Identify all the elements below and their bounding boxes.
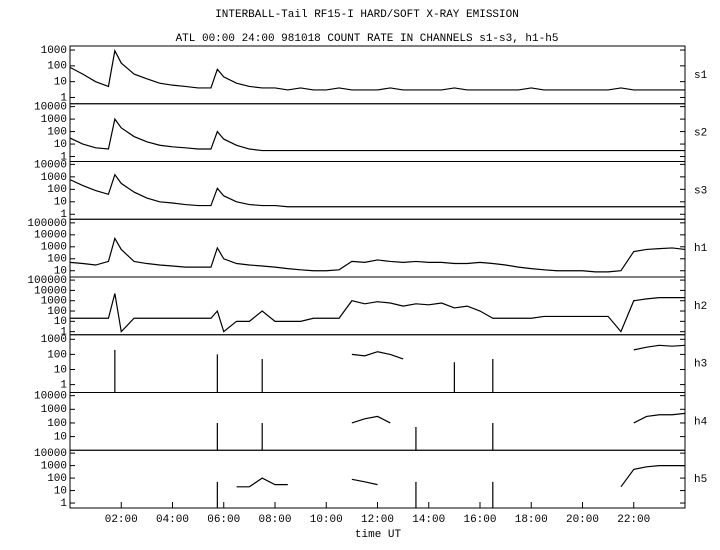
data-line (351, 351, 404, 360)
x-tick-label: 20:00 (566, 514, 599, 526)
y-tick-label: 1 (60, 380, 67, 392)
y-tick-label: 10000 (34, 448, 67, 460)
y-tick-label: 10000 (34, 102, 67, 114)
chart-subtitle: ATL 00:00 24:00 981018 COUNT RATE IN CHA… (176, 33, 559, 45)
x-tick-label: 08:00 (258, 514, 291, 526)
data-line (633, 344, 685, 351)
y-tick-label: 1000 (41, 172, 67, 184)
y-tick-label: 10 (54, 77, 67, 89)
y-tick-label: 1 (60, 498, 67, 510)
y-tick-label: 1 (60, 209, 67, 221)
y-tick-label: 10000 (34, 230, 67, 242)
data-line (70, 117, 685, 152)
y-tick-label: 100 (47, 126, 67, 138)
y-tick-label: 100 (47, 349, 67, 361)
y-tick-label: 100 (47, 184, 67, 196)
y-tick-label: 100 (47, 473, 67, 485)
x-tick-label: 14:00 (412, 514, 445, 526)
data-line (620, 465, 685, 488)
y-tick-label: 100 (47, 254, 67, 266)
y-tick-label: 10 (54, 316, 67, 328)
y-tick-label: 100 (47, 61, 67, 73)
x-axis-label: time UT (355, 529, 402, 541)
y-tick-label: 1 (60, 92, 67, 104)
x-tick-label: 12:00 (361, 514, 394, 526)
y-tick-label: 10 (54, 139, 67, 151)
y-tick-label: 1000 (41, 334, 67, 346)
y-tick-label: 1000 (41, 461, 67, 473)
data-line (351, 478, 378, 486)
channel-label: h4 (694, 416, 708, 428)
channel-label: s3 (694, 185, 707, 197)
y-tick-label: 1000 (41, 45, 67, 57)
x-tick-label: 04:00 (156, 514, 189, 526)
y-tick-label: 10 (54, 364, 67, 376)
y-tick-label: 10 (54, 485, 67, 497)
y-tick-label: 100 (47, 418, 67, 430)
data-line (236, 477, 288, 488)
y-tick-label: 10 (54, 266, 67, 278)
channel-label: s2 (694, 128, 707, 140)
y-tick-label: 1000 (41, 404, 67, 416)
y-tick-label: 10 (54, 432, 67, 444)
channel-label: h1 (694, 243, 708, 255)
y-tick-label: 10000 (34, 159, 67, 171)
y-tick-label: 100000 (27, 218, 67, 230)
channel-label: h3 (694, 359, 707, 371)
x-tick-label: 06:00 (207, 514, 240, 526)
y-tick-label: 100000 (27, 275, 67, 287)
x-tick-label: 18:00 (515, 514, 548, 526)
y-tick-label: 10000 (34, 285, 67, 297)
x-tick-label: 22:00 (617, 514, 650, 526)
channel-label: h5 (694, 474, 707, 486)
data-line (633, 412, 685, 424)
y-tick-label: 1 (60, 151, 67, 163)
x-tick-label: 02:00 (105, 514, 138, 526)
y-tick-label: 1000 (41, 242, 67, 254)
data-line (70, 48, 685, 91)
data-line (70, 236, 685, 273)
data-line (70, 173, 685, 208)
chart-title: INTERBALL-Tail RF15-I HARD/SOFT X-RAY EM… (215, 9, 519, 21)
x-tick-label: 16:00 (463, 514, 496, 526)
y-tick-label: 10 (54, 197, 67, 209)
y-tick-label: 1000 (41, 114, 67, 126)
channel-label: h2 (694, 301, 707, 313)
data-line (70, 293, 685, 333)
channel-label: s1 (694, 70, 708, 82)
y-tick-label: 100 (47, 306, 67, 318)
data-line (351, 415, 391, 424)
x-tick-label: 10:00 (310, 514, 343, 526)
y-tick-label: 1 (60, 327, 67, 339)
y-tick-label: 1000 (41, 296, 67, 308)
y-tick-label: 10000 (34, 391, 67, 403)
